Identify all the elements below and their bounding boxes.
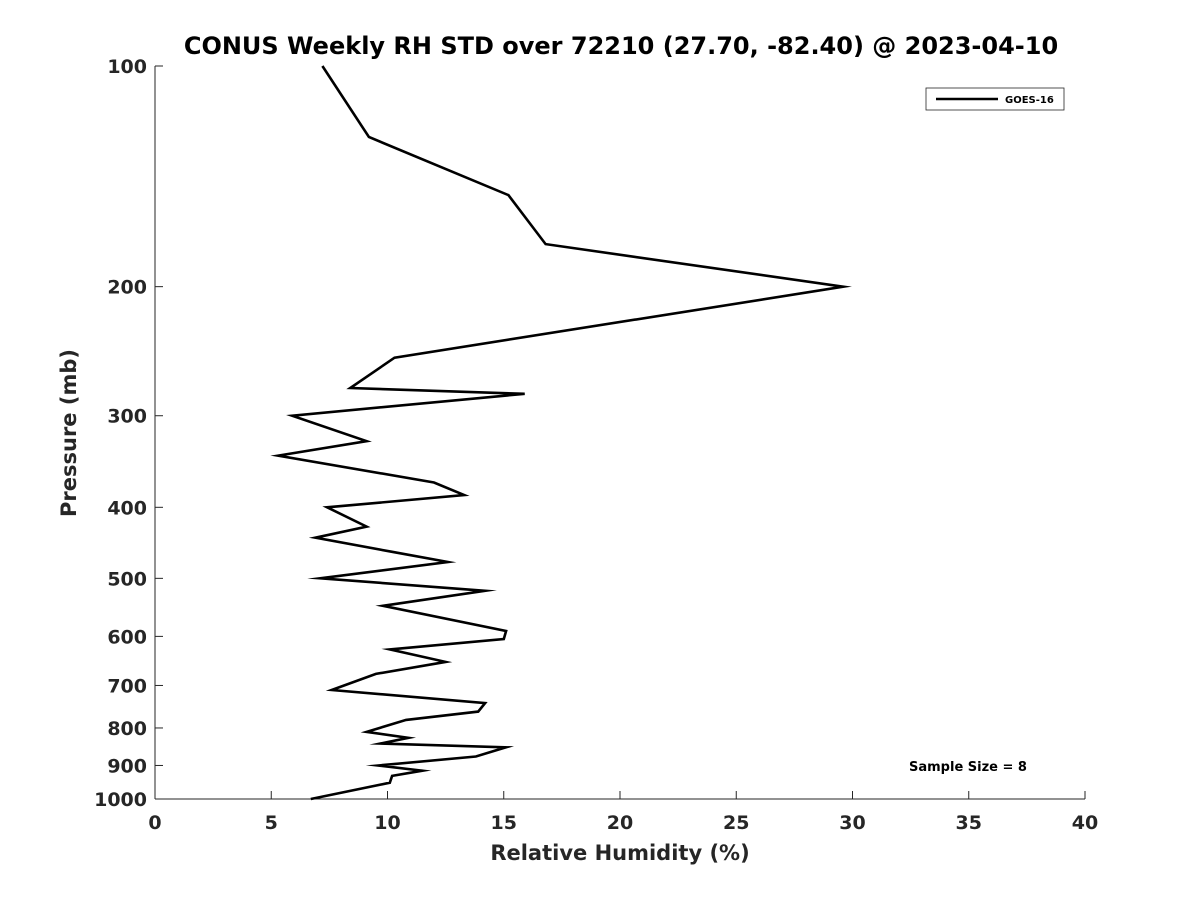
legend: GOES-16 [925,87,1065,111]
y-tick-label: 300 [107,406,147,428]
y-tick-label: 600 [107,626,147,648]
plot-background [155,66,1085,799]
x-tick-label: 40 [1072,812,1098,834]
x-tick-label: 20 [607,812,633,834]
y-tick-label: 200 [107,277,147,299]
legend-entry-goes-16: GOES-16 [1005,95,1054,106]
x-tick-label: 15 [491,812,517,834]
y-axis-label: Pressure (mb) [57,349,81,517]
x-axis-ticks: 0 5 10 15 20 25 30 35 40 [148,791,1098,834]
x-axis-label: Relative Humidity (%) [490,841,749,865]
series-line-goes-16 [270,65,852,801]
x-tick-label: 35 [956,812,982,834]
x-tick-label: 5 [265,812,278,834]
y-tick-label: 500 [107,568,147,590]
y-tick-label: 400 [107,497,147,519]
x-tick-label: 25 [723,812,749,834]
y-tick-label: 1000 [94,789,147,811]
y-tick-label: 700 [107,675,147,697]
x-tick-label: 0 [148,812,161,834]
y-axis-ticks: 100 200 300 400 500 600 700 800 900 1000 [94,56,163,811]
series-layer [270,65,852,801]
x-tick-label: 30 [839,812,865,834]
sample-size-annotation: Sample Size = 8 [909,760,1027,775]
x-tick-label: 10 [374,812,400,834]
y-tick-label: 900 [107,755,147,777]
plot-area [154,66,1085,800]
y-tick-label: 100 [107,56,147,78]
y-tick-label: 800 [107,718,147,740]
chart-title: CONUS Weekly RH STD over 72210 (27.70, -… [184,32,1058,60]
